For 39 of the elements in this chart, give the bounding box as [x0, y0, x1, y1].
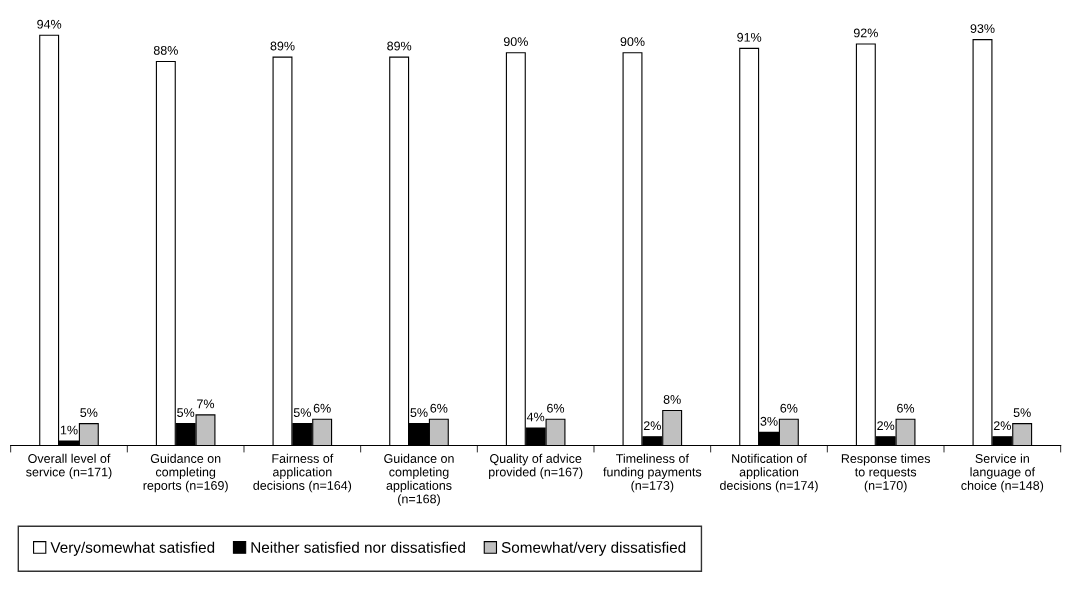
data-label: 5% — [80, 408, 98, 417]
data-label: 88% — [153, 45, 178, 55]
legend-label: Neither satisfied nor dissatisfied — [251, 541, 465, 553]
data-label: 5% — [410, 408, 428, 417]
data-label: 5% — [293, 408, 311, 417]
data-label: 90% — [620, 37, 645, 47]
data-label: 89% — [387, 41, 412, 51]
data-label: 6% — [313, 403, 331, 413]
x-tick-label: Guidance on completing reports (n=169) — [143, 453, 228, 493]
data-label: 2% — [993, 421, 1011, 431]
x-tick-label: Response times to requests (n=170) — [841, 453, 931, 493]
data-label: 7% — [197, 399, 215, 409]
data-label: 5% — [177, 408, 195, 417]
data-label: 6% — [780, 403, 798, 413]
data-label: 93% — [970, 24, 995, 33]
x-tick-label: Quality of advice provided (n=167) — [489, 453, 583, 479]
data-label: 90% — [503, 37, 528, 47]
x-tick-label: Overall level of service (n=171) — [26, 453, 112, 479]
data-label: 6% — [430, 403, 448, 413]
data-label: 5% — [1013, 408, 1031, 417]
data-label: 2% — [877, 421, 895, 431]
legend-label: Somewhat/very dissatisfied — [501, 541, 686, 556]
x-tick-label: Notification of application decisions (n=174) — [720, 453, 818, 493]
data-label: 89% — [270, 41, 295, 51]
data-label: 1% — [60, 425, 78, 435]
legend-label: Very/somewhat satisfied — [50, 541, 215, 556]
data-label: 6% — [547, 403, 565, 413]
data-label: 94% — [37, 19, 62, 29]
data-label: 6% — [897, 403, 915, 413]
x-tick-label: Service in language of choice (n=148) — [961, 453, 1044, 493]
data-label: 92% — [853, 28, 878, 38]
data-label: 4% — [526, 412, 545, 422]
x-tick-label: Guidance on completing applications (n=168) — [384, 453, 454, 506]
x-tick-label: Timeliness of funding payments (n=173) — [603, 453, 702, 493]
data-label: 3% — [760, 416, 778, 426]
data-label: 2% — [643, 421, 661, 431]
data-label: 91% — [737, 32, 762, 42]
data-label: 8% — [663, 395, 681, 404]
x-tick-label: Fairness of application decisions (n=164) — [253, 453, 352, 493]
